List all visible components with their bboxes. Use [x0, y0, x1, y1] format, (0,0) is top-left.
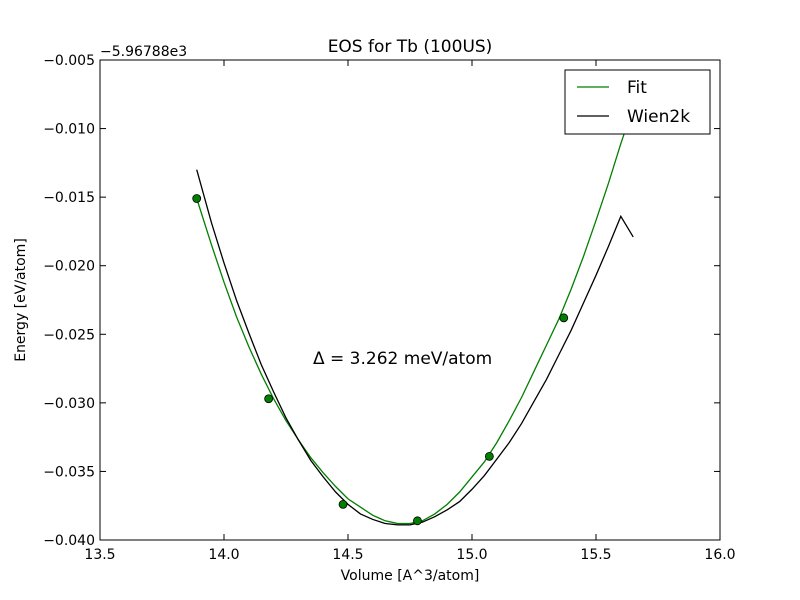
y-tick-label: −0.025 — [43, 327, 95, 343]
y-tick-label: −0.010 — [43, 122, 95, 138]
data-point — [264, 394, 274, 404]
legend-box — [564, 69, 711, 135]
y-offset-label: −5.96788e3 — [100, 44, 187, 60]
data-point — [413, 516, 422, 526]
x-tick-label: 16.0 — [704, 547, 735, 563]
ticks-layer: 13.5 14.0 14.5 15.0 15.5 16.0 −0.005 −0.010 −0.0… — [43, 53, 735, 563]
chart-title: EOS for Tb (100US) — [328, 37, 493, 57]
y-axis-label: Energy [eV/atom] — [13, 238, 29, 362]
x-tick-label: 14.5 — [332, 547, 363, 563]
plot-content — [192, 121, 634, 526]
legend-label-fit: Fit — [627, 78, 647, 98]
data-point — [559, 313, 569, 323]
legend: Fit Wien2k — [564, 69, 711, 135]
y-tick-label: −0.030 — [43, 396, 95, 412]
x-tick-label: 15.0 — [456, 547, 487, 563]
points-layer — [192, 194, 569, 526]
y-tick-label: −0.040 — [43, 533, 95, 549]
y-tick-label: −0.015 — [43, 190, 95, 206]
x-tick-label: 15.5 — [580, 547, 611, 563]
plot-frame — [99, 59, 721, 541]
x-tick-label: 13.5 — [84, 547, 115, 563]
y-tick-label: −0.020 — [43, 259, 95, 275]
x-axis-label: Volume [A^3/atom] — [341, 568, 480, 584]
legend-label-wien2k: Wien2k — [627, 107, 690, 127]
data-point — [338, 499, 348, 509]
y-tick-label: −0.005 — [43, 53, 95, 69]
delta-annotation: Δ = 3.262 meV/atom — [313, 349, 492, 369]
y-tick-label: −0.035 — [43, 464, 95, 480]
x-tick-label: 14.0 — [208, 547, 239, 563]
data-point — [484, 451, 494, 461]
data-point — [192, 194, 202, 203]
